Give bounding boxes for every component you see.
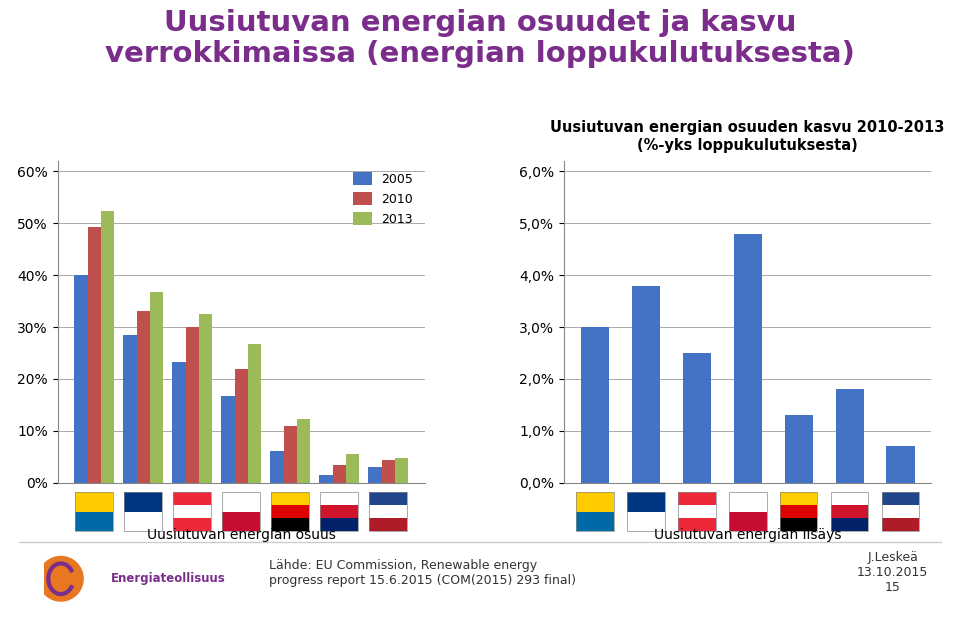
Bar [627,493,664,512]
Bar [283,426,297,483]
Bar [123,335,136,483]
Bar [678,493,715,531]
Text: Lähde: EU Commission, Renewable energy
progress report 15.6.2015 (COM(2015) 293 : Lähde: EU Commission, Renewable energy p… [269,558,576,587]
Text: Energiateollisuus: Energiateollisuus [110,572,226,586]
Bar [321,493,358,505]
Bar [75,493,113,512]
Bar [124,512,162,531]
Bar [370,505,407,518]
Bar [321,505,358,518]
Bar [74,275,87,483]
Bar [881,518,920,531]
Bar [627,493,664,531]
Bar [576,493,613,531]
Bar [136,311,150,483]
Bar [248,344,261,483]
Bar [320,475,332,483]
Bar [830,505,869,518]
Bar [576,512,613,531]
Bar [678,493,715,505]
Circle shape [38,556,84,601]
Bar [272,518,309,531]
Bar [370,493,407,505]
Bar [272,493,309,505]
Title: Uusiutuvan energian osuuden kasvu 2010-2013
(%-yks loppukulutuksesta): Uusiutuvan energian osuuden kasvu 2010-2… [550,121,945,153]
Bar [234,368,248,483]
Bar [185,327,199,483]
Bar [395,458,408,483]
Bar [271,451,283,483]
Bar [729,512,766,531]
Bar [321,493,358,531]
Bar [784,415,812,483]
Bar [199,314,212,483]
Bar [101,211,114,483]
Bar [733,233,761,483]
Bar [223,512,260,531]
Bar [150,292,163,483]
Bar [370,493,407,531]
Bar [780,493,818,531]
Bar [678,505,715,518]
Text: Uusiutuvan energian osuus: Uusiutuvan energian osuus [147,529,336,542]
Bar [576,493,613,512]
Bar [835,389,864,483]
Bar [881,493,920,531]
Bar [830,493,869,505]
Bar [272,493,309,531]
Bar [173,505,211,518]
Bar [683,353,710,483]
Text: J.Leskeä
13.10.2015
15: J.Leskeä 13.10.2015 15 [857,551,928,594]
Bar [729,493,766,512]
Bar [881,505,920,518]
Text: Uusiutuvan energian osuudet ja kasvu: Uusiutuvan energian osuudet ja kasvu [164,9,796,37]
Bar [881,493,920,505]
Bar [173,518,211,531]
Bar [87,227,101,483]
Bar [381,461,395,483]
Bar [886,446,915,483]
Bar [124,493,162,531]
Bar [297,419,310,483]
Bar [678,518,715,531]
Text: Uusiutuvan energian lisäys: Uusiutuvan energian lisäys [654,529,841,542]
Bar [370,518,407,531]
Bar [172,362,185,483]
Bar [223,493,260,531]
Bar [124,493,162,512]
Bar [222,396,234,483]
Bar [830,518,869,531]
Bar [729,493,766,531]
Bar [272,505,309,518]
Bar [780,505,818,518]
Bar [223,493,260,512]
Bar [632,285,660,483]
Bar [627,512,664,531]
Bar [321,518,358,531]
Bar [346,454,359,483]
Text: verrokkimaissa (energian loppukulutuksesta): verrokkimaissa (energian loppukulutukses… [105,40,855,68]
Legend: 2005, 2010, 2013: 2005, 2010, 2013 [348,167,419,230]
Bar [332,465,346,483]
Bar [75,493,113,531]
Bar [581,327,609,483]
Bar [173,493,211,505]
Bar [173,493,211,531]
Bar [780,518,818,531]
Bar [830,493,869,531]
Bar [780,493,818,505]
Bar [369,467,381,483]
Bar [75,512,113,531]
